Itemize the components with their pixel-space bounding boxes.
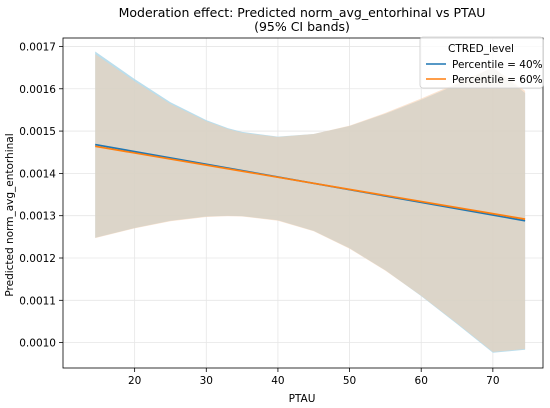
series-lines <box>95 143 526 222</box>
y-axis-ticks: 0.0010 0.0011 0.0012 0.0013 0.0014 0.0015 0.00… <box>19 41 63 350</box>
y-tick-label: 0.0017 <box>19 41 56 53</box>
legend-box <box>419 36 544 89</box>
y-tick-label: 0.0014 <box>19 168 56 180</box>
y-tick-label: 0.0016 <box>19 84 56 96</box>
legend: CTRED_level Percentile = 40% Percentile … <box>419 36 544 89</box>
plot-frame <box>62 37 544 369</box>
x-tick-label: 40 <box>271 375 284 387</box>
x-tick-label: 60 <box>415 375 428 387</box>
y-tick-label: 0.0012 <box>19 253 56 265</box>
x-tick-label: 30 <box>200 375 213 387</box>
x-tick-label: 70 <box>486 375 499 387</box>
ci-bands <box>95 51 526 353</box>
legend-title: CTRED_level <box>448 43 514 55</box>
x-axis-label: PTAU <box>289 393 316 405</box>
x-tick-label: 50 <box>343 375 356 387</box>
y-tick-label: 0.0011 <box>19 295 56 307</box>
chart-title: Moderation effect: Predicted norm_avg_en… <box>119 5 486 20</box>
x-tick-label: 20 <box>128 375 141 387</box>
y-tick-label: 0.0013 <box>19 211 56 223</box>
ci-band-60 <box>95 54 526 352</box>
series-line-60 <box>95 145 526 220</box>
y-tick-label: 0.0015 <box>19 126 56 138</box>
legend-label-60: Percentile = 60% <box>452 74 543 86</box>
y-tick-label: 0.0010 <box>19 338 56 350</box>
y-axis-label: Predicted norm_avg_entorhinal <box>4 133 16 296</box>
x-axis-ticks: 20 30 40 50 60 70 <box>128 368 500 387</box>
legend-label-40: Percentile = 40% <box>452 59 543 71</box>
chart-subtitle: (95% CI bands) <box>254 19 350 34</box>
